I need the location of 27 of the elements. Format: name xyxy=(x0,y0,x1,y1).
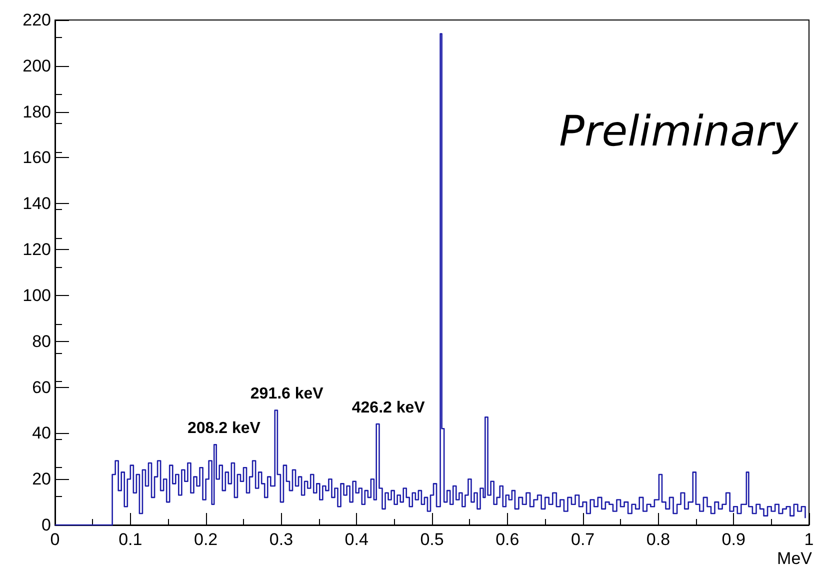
y-tick-label: 60 xyxy=(32,378,51,397)
y-tick-label: 180 xyxy=(22,102,51,122)
y-tick-label: 0 xyxy=(42,516,51,534)
annotation: 426.2 keV xyxy=(352,400,426,416)
y-tick-label: 40 xyxy=(32,424,51,443)
annotation: Preliminary xyxy=(559,106,800,156)
y-tick-label: 160 xyxy=(22,148,51,168)
y-tick-label: 220 xyxy=(22,10,51,30)
y-tick-label: 140 xyxy=(22,194,51,214)
y-tick-label: 100 xyxy=(22,286,51,305)
x-tick-label: 0.2 xyxy=(194,530,218,549)
x-tick-label: 0.5 xyxy=(420,530,444,549)
y-tick-label: 200 xyxy=(22,56,51,76)
x-tick-label: 1 xyxy=(804,530,814,549)
y-tick-label: 120 xyxy=(22,240,51,260)
x-tick-label: 0.4 xyxy=(344,530,368,549)
x-tick-label: 0.8 xyxy=(646,530,670,549)
x-tick-label: 0.1 xyxy=(118,530,142,549)
x-tick-label: 0.9 xyxy=(722,530,746,549)
x-tick-label: 0.6 xyxy=(496,530,520,549)
x-axis-title: MeV xyxy=(777,549,813,568)
annotation: 291.6 keV xyxy=(250,386,324,403)
y-tick-label: 20 xyxy=(32,470,51,489)
x-tick-label: 0.3 xyxy=(269,530,294,549)
y-tick-label: 80 xyxy=(32,332,51,351)
annotation: 208.2 keV xyxy=(188,420,261,438)
x-tick-label: 0.7 xyxy=(570,530,595,549)
